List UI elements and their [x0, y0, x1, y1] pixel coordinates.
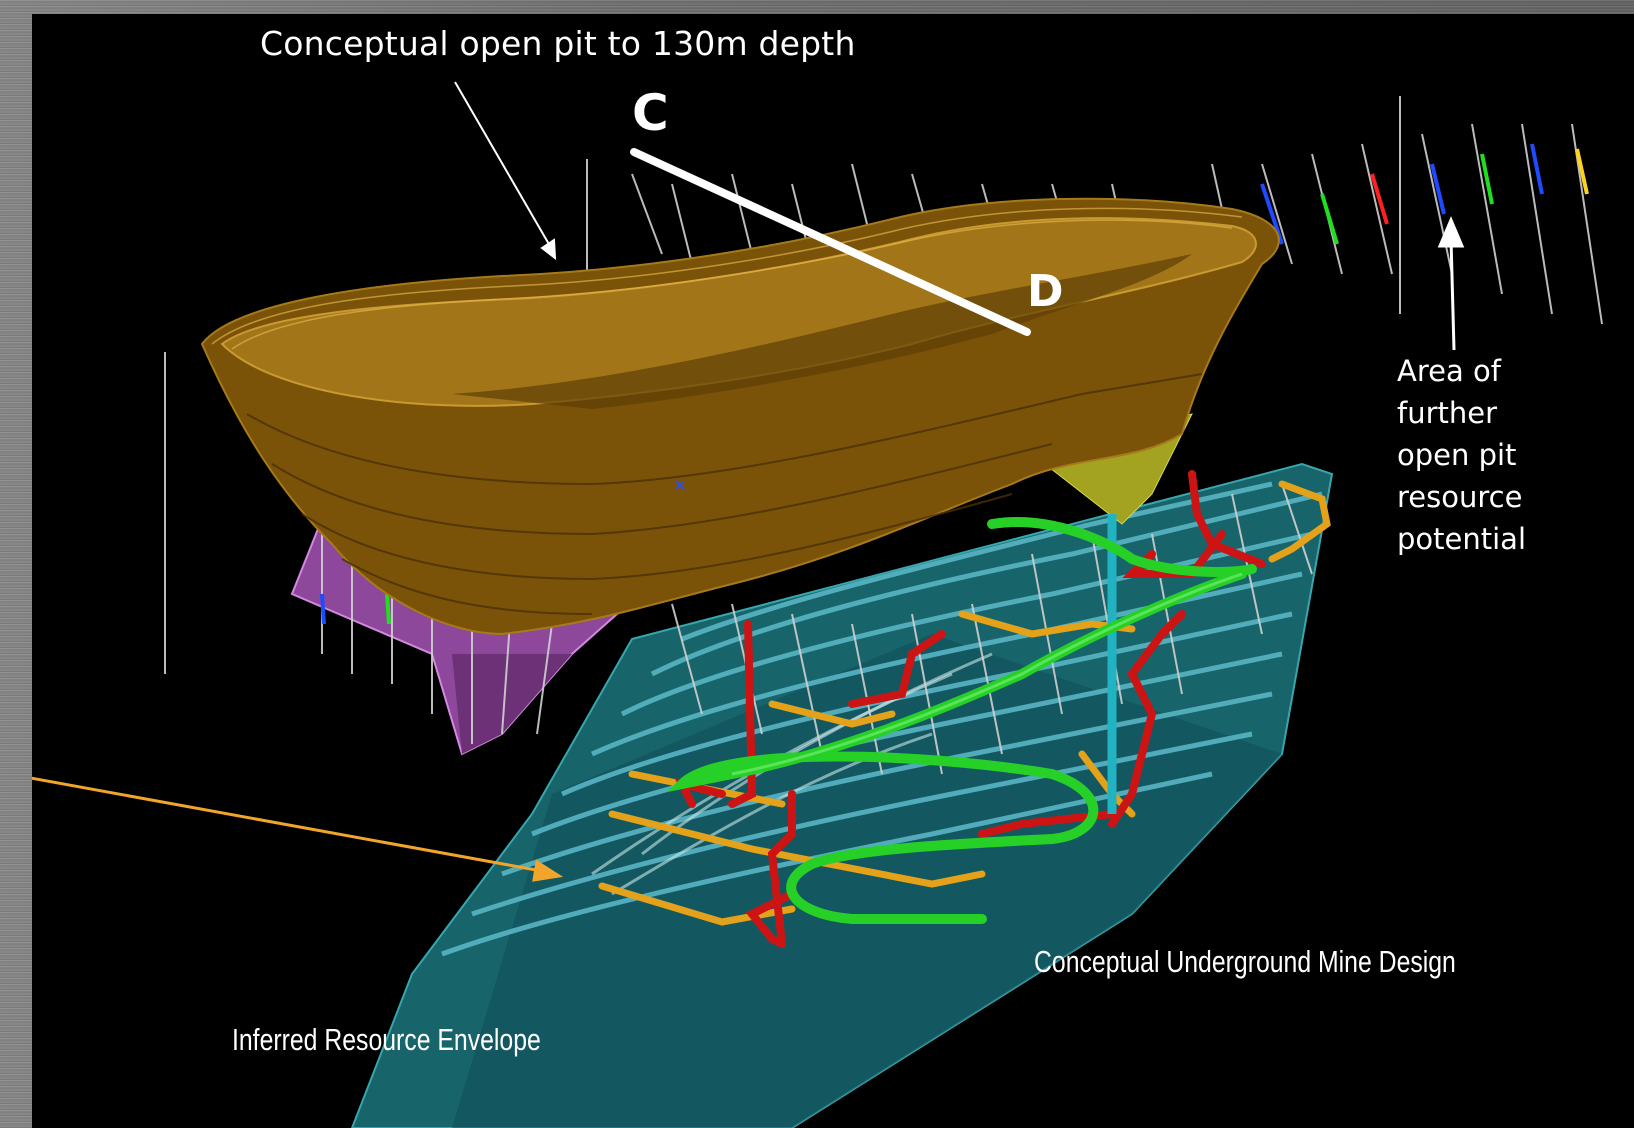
orange-arrow: [32, 776, 564, 882]
further-potential-line: further: [1397, 396, 1498, 430]
further-potential-line: resource: [1397, 480, 1523, 514]
further-potential-label: Area of further open pit resource potent…: [1397, 350, 1607, 560]
mine-model-3d-view: [32, 81, 1603, 1128]
underground-design-label: Conceptual Underground Mine Design: [1034, 944, 1456, 979]
section-line-c-d: [630, 148, 1031, 336]
section-point-d: D: [1027, 266, 1064, 317]
ore-body-shade: [452, 654, 572, 754]
resource-envelope-label: Inferred Resource Envelope: [232, 1022, 541, 1057]
further-potential-line: open pit: [1397, 438, 1517, 472]
pit-label: Conceptual open pit to 130m depth: [260, 24, 856, 63]
pit-arrow: [454, 81, 557, 261]
further-potential-line: potential: [1397, 522, 1526, 556]
open-pit-benches: [246, 373, 1203, 615]
section-point-c: C: [632, 84, 669, 142]
open-pit-floor: [452, 254, 1192, 409]
further-potential-arrow: [1437, 216, 1465, 351]
mine-model-panel: Conceptual open pit to 130m depth C D Ar…: [32, 14, 1634, 1128]
open-pit-rim-lines: [211, 207, 1243, 350]
decline-highlight: [731, 572, 1243, 776]
view-axis-marker-2: [675, 480, 685, 490]
further-potential-line: Area of: [1397, 354, 1501, 388]
